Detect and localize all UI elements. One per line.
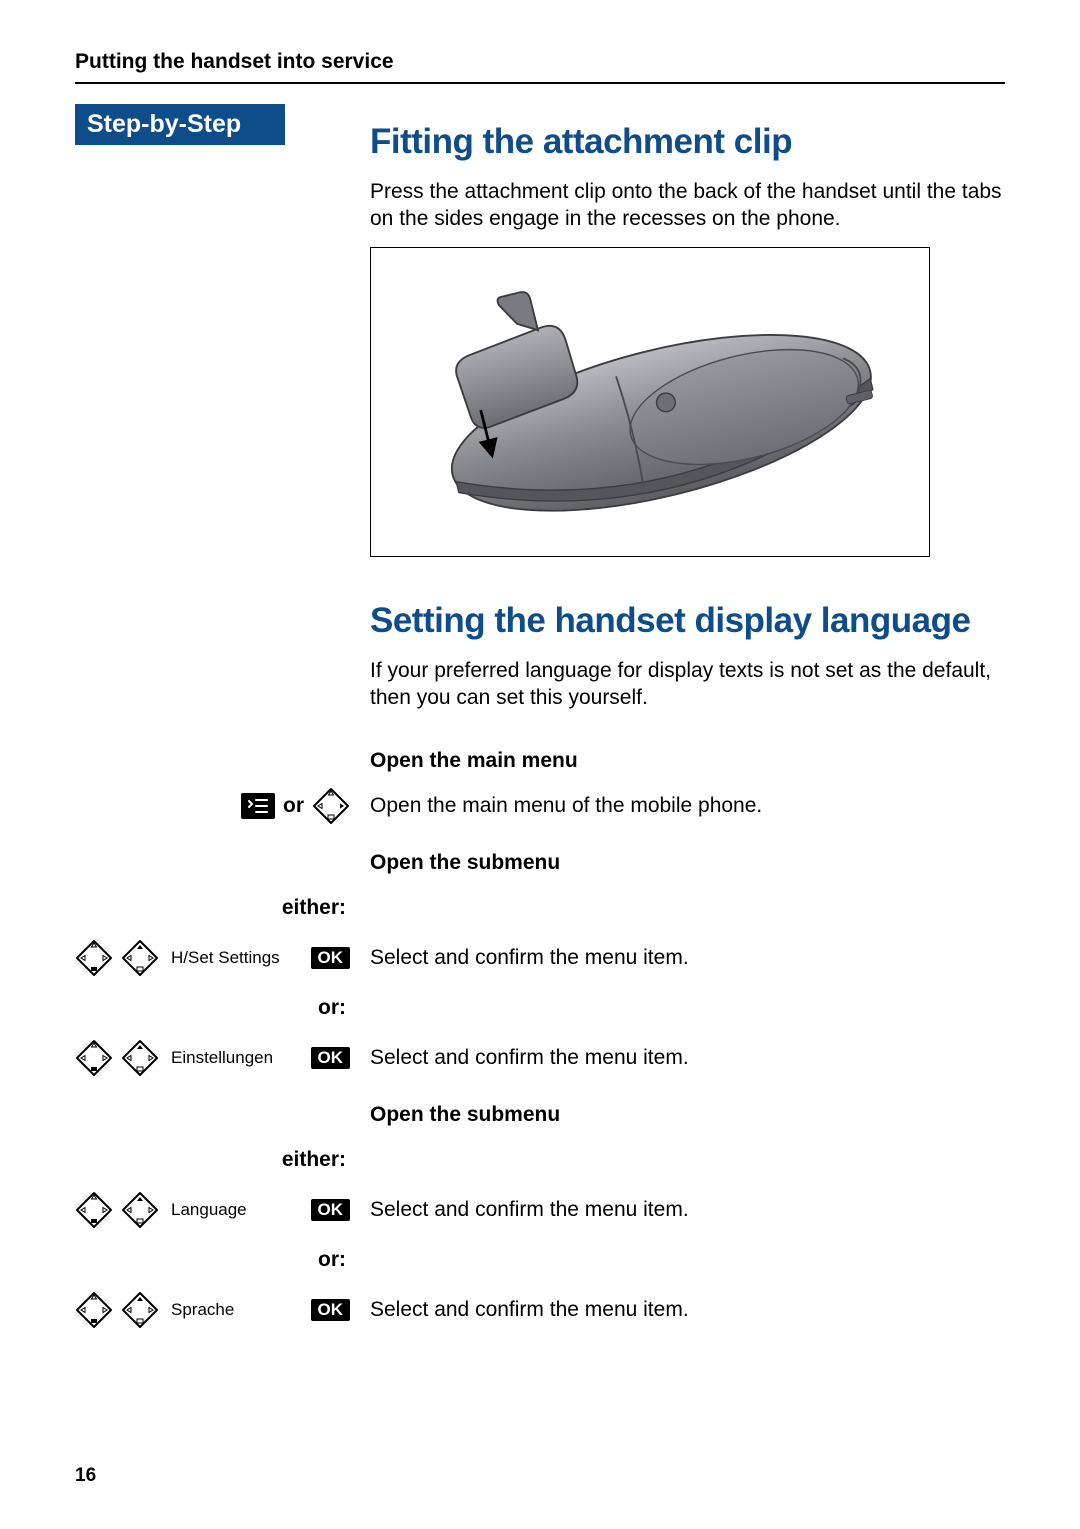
step-by-step-banner: Step-by-Step [75,104,285,145]
ok-badge: OK [311,1299,351,1321]
section2-body: If your preferred language for display t… [370,657,1005,712]
section-title-fitting: Fitting the attachment clip [370,122,1005,162]
nav-key-icon [75,1291,113,1329]
nav-key-icon [75,939,113,977]
nav-key-icon [75,1039,113,1077]
menu-item-hset-settings: H/Set Settings [167,948,303,968]
or-inline: or [283,794,304,818]
section-title-language: Setting the handset display language [370,601,1005,641]
heading-open-main-menu: Open the main menu [370,749,578,773]
select-confirm-text: Select and confirm the menu item. [370,1198,689,1222]
ok-badge: OK [311,1047,351,1069]
nav-key-icon [121,1291,159,1329]
menu-key-icon [241,793,275,819]
page-number: 16 [75,1465,96,1487]
nav-key-icon [121,1039,159,1077]
either-label-2: either: [282,1148,346,1172]
nav-key-icon [312,787,350,825]
nav-key-icon [121,1191,159,1229]
menu-item-language: Language [167,1200,303,1220]
section1-body: Press the attachment clip onto the back … [370,178,1005,233]
menu-item-einstellungen: Einstellungen [167,1048,303,1068]
running-head: Putting the handset into service [75,50,1005,84]
heading-open-submenu-1: Open the submenu [370,851,560,875]
or-label-2: or: [318,1248,346,1272]
handset-svg [380,257,920,547]
select-confirm-text: Select and confirm the menu item. [370,1046,689,1070]
or-label-1: or: [318,996,346,1020]
nav-key-icon [121,939,159,977]
either-label-1: either: [282,896,346,920]
open-main-menu-desc: Open the main menu of the mobile phone. [370,794,762,818]
handset-illustration [370,247,930,557]
ok-badge: OK [311,1199,351,1221]
select-confirm-text: Select and confirm the menu item. [370,946,689,970]
ok-badge: OK [311,947,351,969]
select-confirm-text: Select and confirm the menu item. [370,1298,689,1322]
heading-open-submenu-2: Open the submenu [370,1103,560,1127]
nav-key-icon [75,1191,113,1229]
menu-item-sprache: Sprache [167,1300,303,1320]
